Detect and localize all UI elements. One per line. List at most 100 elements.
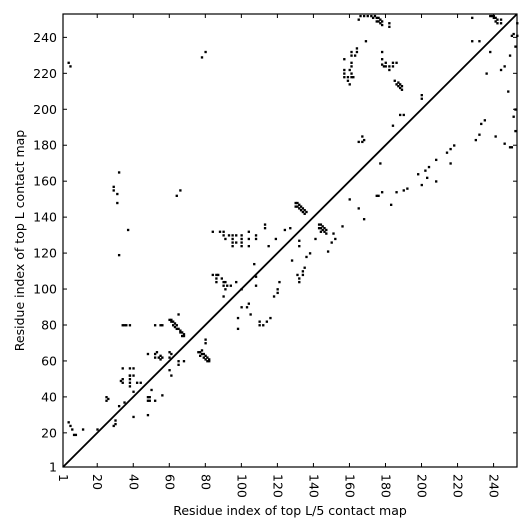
contact-point-lower bbox=[319, 230, 323, 233]
contact-point-lower bbox=[226, 284, 229, 287]
contact-point-lower bbox=[240, 244, 243, 248]
contact-point-lower bbox=[247, 230, 251, 233]
contact-point-lower bbox=[384, 61, 387, 64]
contact-point-lower bbox=[370, 14, 373, 18]
contact-point-lower bbox=[224, 280, 227, 284]
contact-point-lower bbox=[355, 47, 359, 50]
contact-point-upper bbox=[139, 381, 142, 384]
contact-point-lower bbox=[128, 374, 132, 377]
contact-point-lower bbox=[395, 61, 398, 64]
contact-point-lower bbox=[294, 205, 297, 208]
contact-point-lower bbox=[208, 360, 211, 363]
contact-point-upper bbox=[298, 280, 301, 284]
contact-point-lower bbox=[510, 146, 514, 149]
contact-point-upper bbox=[96, 428, 99, 431]
contact-point-lower bbox=[263, 227, 267, 230]
contact-point-lower bbox=[350, 76, 353, 79]
contact-point-lower bbox=[393, 79, 396, 82]
contact-point-lower bbox=[175, 324, 178, 327]
contact-point-lower bbox=[355, 50, 359, 54]
contact-point-lower bbox=[182, 334, 186, 338]
contact-point-upper bbox=[254, 284, 258, 287]
contact-point-lower bbox=[298, 203, 301, 206]
x-tick-label: 20 bbox=[90, 474, 105, 490]
contact-point-lower bbox=[215, 280, 218, 284]
contact-point-lower bbox=[319, 227, 323, 230]
contact-point-upper bbox=[177, 363, 180, 366]
x-tick-label: 1 bbox=[56, 474, 71, 482]
contact-point-lower bbox=[346, 76, 350, 79]
contact-point-upper bbox=[123, 401, 126, 404]
contact-point-upper bbox=[507, 90, 510, 93]
contact-point-upper bbox=[514, 129, 517, 133]
contact-point-lower bbox=[490, 14, 494, 18]
contact-point-upper bbox=[132, 367, 135, 370]
contact-point-upper bbox=[150, 388, 153, 392]
contact-point-lower bbox=[231, 234, 234, 237]
contact-point-lower bbox=[69, 424, 72, 428]
contact-point-lower bbox=[380, 23, 384, 27]
contact-point-lower bbox=[343, 72, 346, 75]
contact-point-upper bbox=[107, 397, 110, 401]
contact-point-lower bbox=[398, 86, 402, 90]
contact-point-lower bbox=[240, 234, 243, 237]
contact-point-lower bbox=[146, 399, 150, 402]
contact-point-lower bbox=[182, 333, 186, 336]
contact-point-lower bbox=[377, 20, 380, 23]
contact-point-upper bbox=[453, 144, 456, 147]
contact-point-lower bbox=[350, 50, 353, 54]
contact-point-upper bbox=[278, 280, 281, 284]
contact-point-upper bbox=[298, 277, 301, 280]
diagonal-line bbox=[62, 13, 518, 468]
contact-point-lower bbox=[364, 40, 368, 43]
contact-point-lower bbox=[200, 352, 204, 356]
contact-point-upper bbox=[332, 232, 335, 235]
contact-point-upper bbox=[298, 244, 301, 248]
contact-point-upper bbox=[254, 275, 258, 278]
contact-point-lower bbox=[391, 61, 395, 64]
contact-point-upper bbox=[170, 352, 173, 356]
contact-point-lower bbox=[171, 324, 175, 327]
contact-point-lower bbox=[296, 273, 299, 277]
contact-point-lower bbox=[69, 65, 72, 68]
contact-point-lower bbox=[200, 349, 204, 352]
contact-point-lower bbox=[240, 241, 243, 244]
contact-point-lower bbox=[206, 360, 209, 363]
contact-point-lower bbox=[321, 225, 324, 228]
x-tick-label: 160 bbox=[342, 474, 357, 498]
contact-point-upper bbox=[146, 413, 150, 417]
contact-point-lower bbox=[321, 228, 324, 232]
contact-point-lower bbox=[357, 140, 360, 144]
contact-point-lower bbox=[357, 18, 360, 21]
contact-point-lower bbox=[153, 356, 157, 359]
contact-point-upper bbox=[330, 241, 333, 244]
contact-point-lower bbox=[181, 331, 184, 334]
contact-point-upper bbox=[512, 32, 515, 36]
contact-point-lower bbox=[168, 318, 171, 322]
contact-point-lower bbox=[218, 230, 222, 233]
contact-point-lower bbox=[146, 395, 150, 399]
contact-point-upper bbox=[512, 115, 515, 118]
contact-point-lower bbox=[303, 212, 306, 215]
contact-point-lower bbox=[382, 65, 386, 68]
contact-point-lower bbox=[231, 244, 234, 248]
contact-point-lower bbox=[361, 135, 364, 138]
contact-point-lower bbox=[222, 234, 225, 237]
contact-point-lower bbox=[170, 318, 173, 322]
contact-point-lower bbox=[231, 237, 234, 241]
contact-point-upper bbox=[247, 302, 251, 305]
x-tick-label: 120 bbox=[270, 474, 285, 498]
contact-point-upper bbox=[155, 351, 159, 354]
contact-point-lower bbox=[179, 329, 182, 332]
contact-point-lower bbox=[343, 68, 346, 72]
contact-point-lower bbox=[128, 385, 132, 388]
contact-point-upper bbox=[128, 367, 132, 370]
contact-point-upper bbox=[305, 255, 308, 259]
contact-point-lower bbox=[159, 354, 162, 357]
contact-point-lower bbox=[229, 284, 232, 287]
contact-point-upper bbox=[334, 237, 337, 241]
contact-point-lower bbox=[224, 237, 227, 241]
contact-point-lower bbox=[215, 273, 218, 277]
contact-point-lower bbox=[471, 40, 474, 43]
contact-point-upper bbox=[514, 45, 517, 48]
